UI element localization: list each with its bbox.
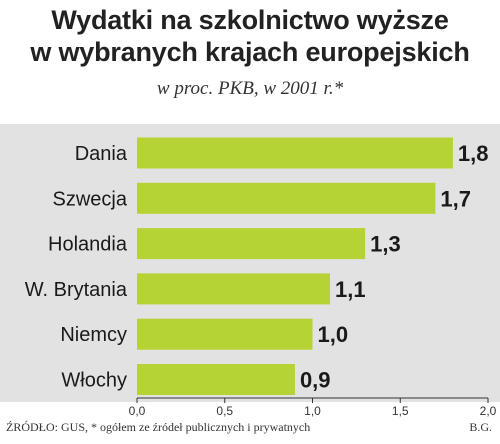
category-label-0: Dania [75, 143, 128, 165]
x-tick-label-1: 0,5 [216, 404, 233, 418]
category-label-3: W. Brytania [25, 279, 128, 301]
value-label-4: 1,0 [318, 322, 349, 347]
bar-1 [137, 182, 436, 214]
bar-0 [137, 137, 453, 169]
value-label-5: 0,9 [300, 368, 331, 393]
chart-panel [0, 124, 500, 402]
bar-5 [137, 364, 295, 395]
bar-4 [137, 318, 313, 350]
source-note: ŹRÓDŁO: GUS, * ogółem ze źródeł publiczn… [6, 420, 311, 434]
category-label-2: Holandia [48, 234, 128, 256]
category-label-1: Szwecja [53, 188, 128, 210]
category-label-4: Niemcy [60, 324, 127, 346]
x-tick-label-2: 1,0 [304, 404, 321, 418]
x-tick-label-3: 1,5 [392, 404, 409, 418]
chart-title-line-2: w wybranych krajach europejskich [30, 37, 470, 67]
chart-title-line-1: Wydatki na szkolnictwo wyższe [51, 5, 449, 35]
value-label-3: 1,1 [335, 277, 366, 302]
chart-subtitle: w proc. PKB, w 2001 r.* [156, 78, 344, 99]
x-tick-label-0: 0,0 [129, 404, 146, 418]
bar-3 [137, 273, 331, 305]
category-label-5: Włochy [61, 370, 127, 392]
bar-2 [137, 228, 366, 260]
value-label-1: 1,7 [440, 186, 471, 211]
author-credit: B.G. [469, 420, 492, 434]
value-label-2: 1,3 [370, 232, 401, 257]
x-tick-label-4: 2,0 [480, 404, 497, 418]
value-label-0: 1,8 [458, 141, 489, 166]
